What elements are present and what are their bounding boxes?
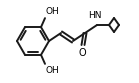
- Text: HN: HN: [88, 11, 102, 20]
- Text: OH: OH: [46, 7, 60, 16]
- Text: OH: OH: [46, 66, 60, 75]
- Text: O: O: [78, 48, 86, 58]
